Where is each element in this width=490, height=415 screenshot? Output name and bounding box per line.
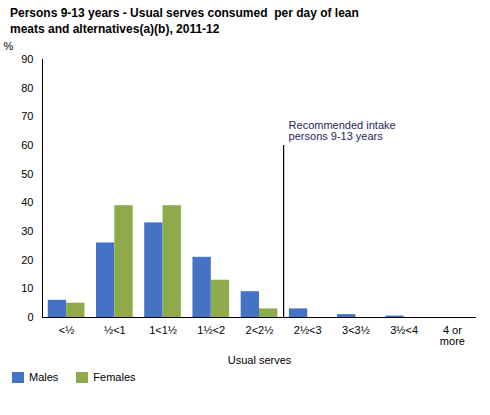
svg-text:Usual serves: Usual serves xyxy=(228,354,292,366)
svg-text:1<1½: 1<1½ xyxy=(149,324,177,336)
svg-text:50: 50 xyxy=(21,168,33,180)
svg-text:2<2½: 2<2½ xyxy=(246,324,274,336)
svg-text:80: 80 xyxy=(21,82,33,94)
svg-text:60: 60 xyxy=(21,139,33,151)
svg-text:2½<3: 2½<3 xyxy=(294,324,322,336)
svg-text:90: 90 xyxy=(21,53,33,65)
svg-text:40: 40 xyxy=(21,197,33,209)
svg-text:70: 70 xyxy=(21,111,33,123)
svg-text:Recommended intakepersons 9-13: Recommended intakepersons 9-13 years xyxy=(289,119,396,142)
svg-text:3½<4: 3½<4 xyxy=(390,324,418,336)
svg-text:30: 30 xyxy=(21,225,33,237)
html-text:Males: Males xyxy=(29,371,59,384)
svg-text:4 ormore: 4 ormore xyxy=(440,324,465,347)
html-text:Persons 9-13 years - Usual ser: Persons 9-13 years - Usual serves consum… xyxy=(10,6,359,36)
svg-text:20: 20 xyxy=(21,254,33,266)
html-text:Females: Females xyxy=(93,371,136,384)
svg-text:1½<2: 1½<2 xyxy=(197,324,225,336)
svg-text:½<1: ½<1 xyxy=(104,324,126,336)
svg-text:10: 10 xyxy=(21,283,33,295)
svg-text:3<3½: 3<3½ xyxy=(342,324,370,336)
svg-text:0: 0 xyxy=(27,311,33,323)
svg-text:%: % xyxy=(4,40,14,52)
svg-text:<½: <½ xyxy=(59,324,75,336)
